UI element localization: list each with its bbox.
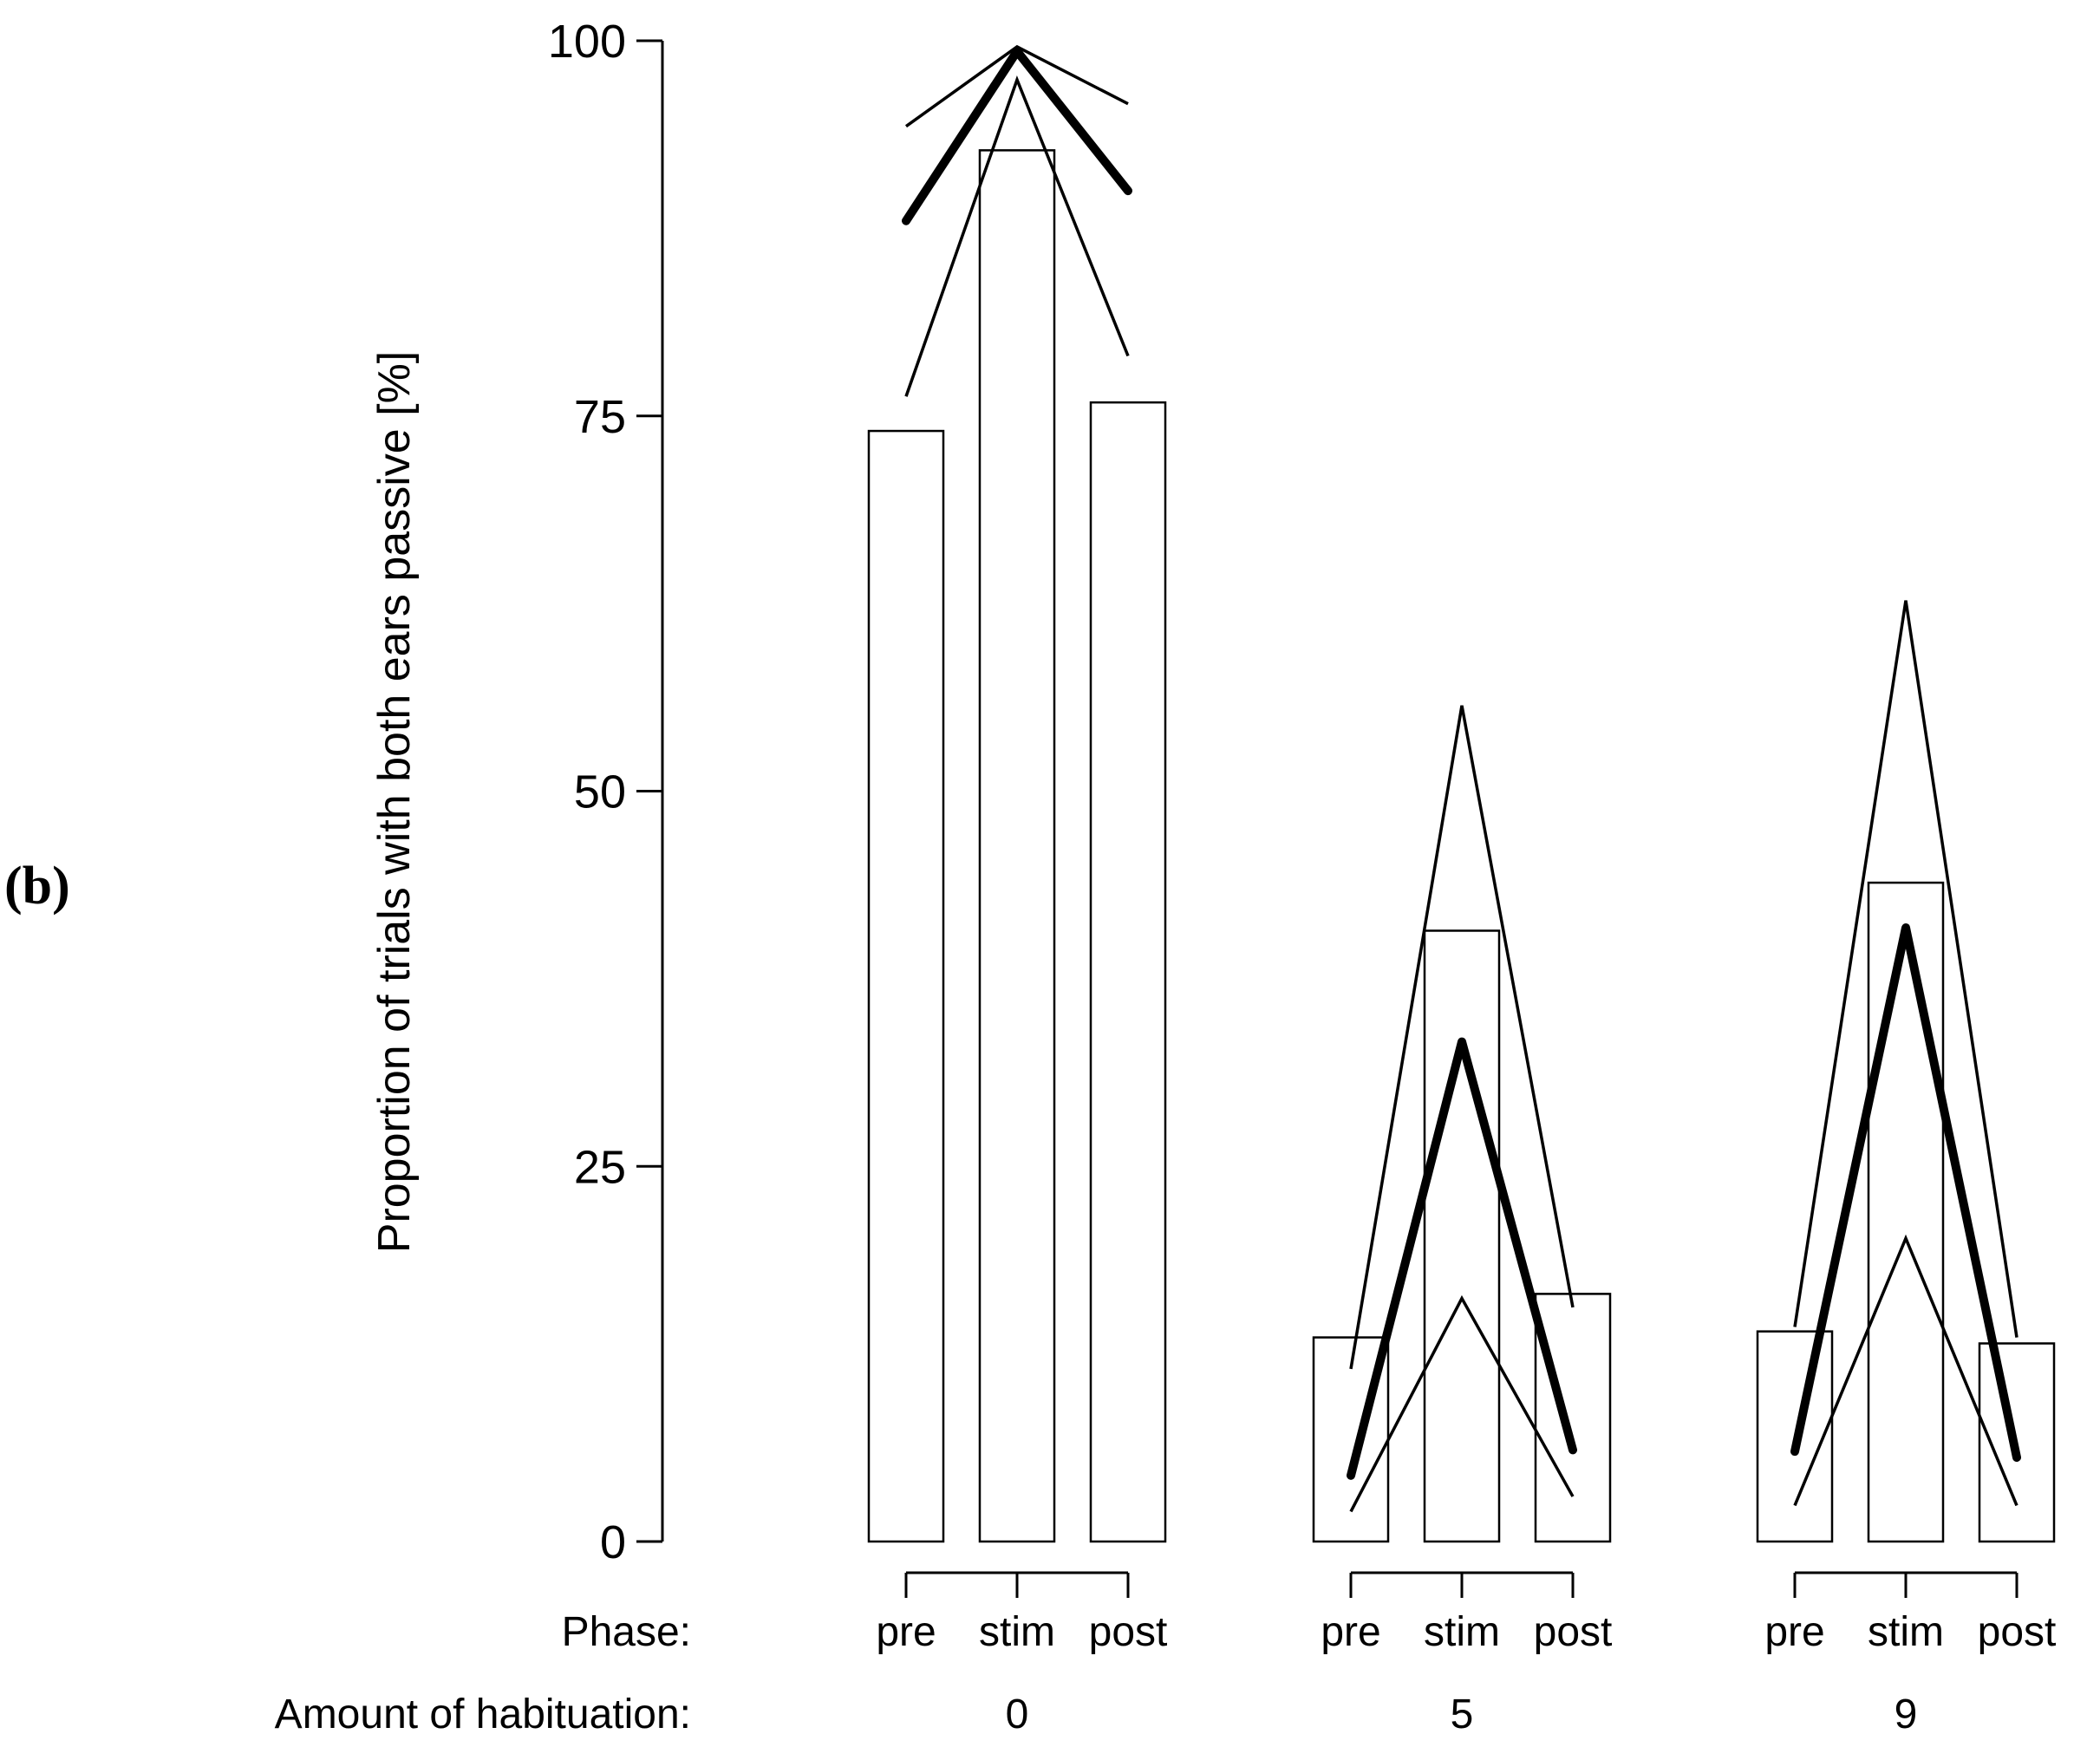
median-line — [1790, 923, 2021, 1463]
group-label: 9 — [1895, 1692, 1918, 1737]
phase-label: stim — [979, 1609, 1055, 1655]
phase-label: post — [1089, 1609, 1168, 1655]
y-tick-label: 75 — [574, 391, 626, 443]
bar — [978, 149, 1056, 1543]
y-tick-label: 25 — [574, 1141, 626, 1193]
bar — [867, 429, 945, 1543]
bars — [867, 149, 2056, 1543]
y-tick-label: 100 — [548, 16, 626, 68]
median-line — [902, 47, 1132, 225]
phase-label: post — [1978, 1609, 2057, 1655]
bar — [1423, 929, 1501, 1543]
phase-label: pre — [1321, 1609, 1380, 1655]
y-axis-label: Proportion of trials with both ears pass… — [369, 351, 420, 1253]
phase-label: stim — [1424, 1609, 1500, 1655]
lower-line — [1793, 1234, 2018, 1507]
panel-label: (b) — [4, 857, 70, 916]
group-label: 0 — [1006, 1692, 1029, 1737]
phase-label: pre — [1764, 1609, 1824, 1655]
bar — [1978, 1342, 2056, 1543]
upper-line — [1349, 705, 1575, 1370]
phase-row-label: Phase: — [562, 1609, 691, 1655]
lower-line — [904, 75, 1130, 397]
group-label: 5 — [1451, 1692, 1474, 1737]
x-axis: Phase:Amount of habituation:pre stim post0… — [275, 1571, 2057, 1737]
series-lines — [902, 44, 2021, 1513]
lower-line — [1349, 1294, 1575, 1513]
group-row-label: Amount of habituation: — [275, 1692, 691, 1737]
bar — [1534, 1293, 1612, 1543]
bar — [1867, 881, 1945, 1543]
upper-line — [1793, 600, 2018, 1338]
phase-label: stim — [1868, 1609, 1944, 1655]
upper-line — [904, 44, 1129, 128]
bar — [1089, 401, 1167, 1543]
median-line — [1347, 1037, 1577, 1480]
phase-label: post — [1534, 1609, 1613, 1655]
bar — [1756, 1330, 1834, 1543]
y-axis: 0 25 50 75 100 — [548, 16, 664, 1568]
phase-label: pre — [876, 1609, 936, 1655]
y-tick-label: 50 — [574, 766, 626, 818]
y-tick-label: 0 — [600, 1516, 626, 1568]
